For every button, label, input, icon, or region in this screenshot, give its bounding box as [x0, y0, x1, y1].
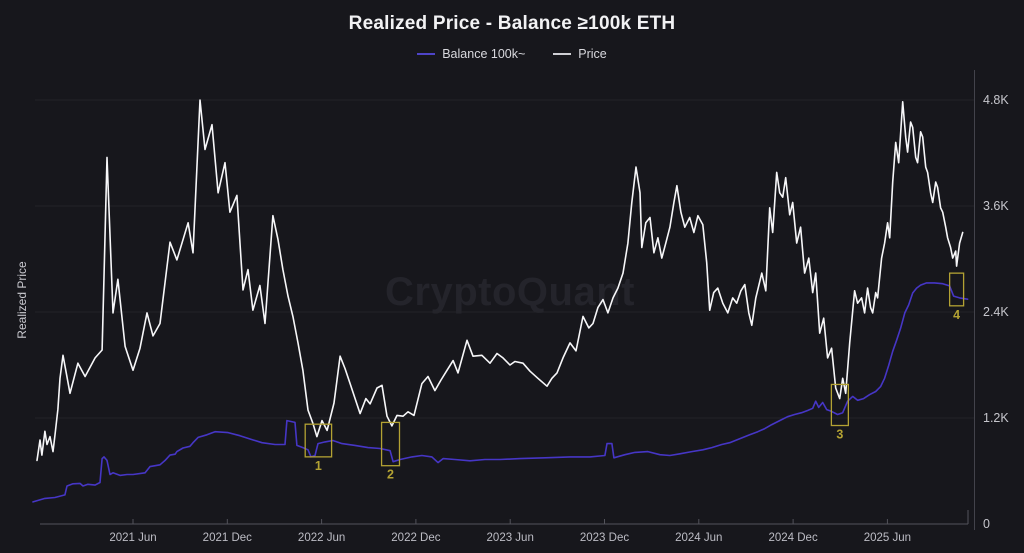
legend-item-price[interactable]: Price: [553, 47, 607, 61]
x-tick-label: 2025 Jun: [864, 532, 911, 544]
balance-line-swatch: [417, 53, 436, 55]
y-tick-label: 1.2K: [983, 411, 1009, 425]
annotation-box-4: [948, 272, 965, 307]
annotation-label-2: 2: [387, 468, 394, 482]
watermark: CryptoQuant: [385, 270, 635, 314]
annotation-label-1: 1: [315, 459, 322, 473]
annotation-box-3: [830, 383, 850, 427]
x-tick-label: 2021 Jun: [109, 532, 156, 544]
price-line: [36, 99, 964, 462]
annotation-label-3: 3: [836, 428, 843, 442]
annotation-label-4: 4: [953, 308, 960, 322]
y-tick-label: 3.6K: [983, 199, 1009, 213]
legend-label-balance: Balance 100k~: [442, 47, 526, 61]
legend-item-balance[interactable]: Balance 100k~: [417, 47, 525, 61]
annotation-box-1: [304, 423, 333, 458]
price-line-swatch: [553, 53, 572, 55]
annotation-box-2: [380, 421, 401, 467]
x-tick-label: 2022 Dec: [391, 532, 440, 544]
x-tick-label: 2022 Jun: [298, 532, 345, 544]
y-tick-label: 2.4K: [983, 305, 1009, 319]
y-tick-label: 4.8K: [983, 93, 1009, 107]
balance-line: [32, 282, 969, 503]
y-tick-label: 0: [983, 517, 990, 531]
legend-label-price: Price: [578, 47, 607, 61]
chart-title: Realized Price - Balance ≥100k ETH: [348, 13, 676, 34]
x-tick-label: 2023 Jun: [487, 532, 534, 544]
x-tick-label: 2024 Jun: [675, 532, 722, 544]
x-tick-label: 2023 Dec: [580, 532, 629, 544]
x-tick-label: 2021 Dec: [203, 532, 252, 544]
legend: Balance 100k~ Price: [0, 47, 1024, 61]
x-tick-label: 2024 Dec: [768, 532, 817, 544]
